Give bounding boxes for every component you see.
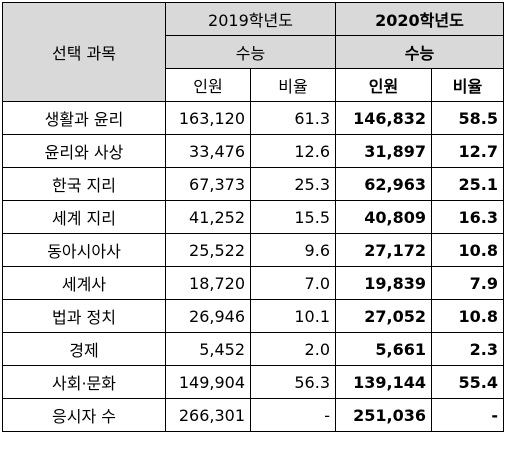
count-2020-cell: 62,963 — [335, 167, 432, 201]
ratio-2019-cell: 15.5 — [250, 200, 336, 234]
count-2019-cell: 41,252 — [165, 200, 251, 234]
ratio-2019-cell: 12.6 — [250, 134, 336, 168]
ratio-2019-header: 비율 — [250, 68, 336, 102]
subject-cell: 응시자 수 — [2, 398, 166, 432]
ratio-2020-cell: 16.3 — [431, 200, 504, 234]
ratio-2019-cell: 2.0 — [250, 332, 336, 366]
ratio-2020-cell: 58.5 — [431, 101, 504, 135]
ratio-2020-cell: 2.3 — [431, 332, 504, 366]
ratio-2020-cell: 10.8 — [431, 233, 504, 267]
exam-2019-header: 수능 — [165, 35, 336, 69]
count-2020-cell: 31,897 — [335, 134, 432, 168]
ratio-2020-cell: 10.8 — [431, 299, 504, 333]
table-row: 사회·문화 149,904 56.3 139,144 55.4 — [2, 365, 504, 399]
count-2020-cell: 139,144 — [335, 365, 432, 399]
subject-cell: 동아시아사 — [2, 233, 166, 267]
ratio-2019-cell: 61.3 — [250, 101, 336, 135]
exam-subject-table: 선택 과목 2019학년도 2020학년도 수능 수능 인원 비율 인원 비율 … — [2, 2, 504, 432]
count-2019-cell: 5,452 — [165, 332, 251, 366]
subject-cell: 법과 정치 — [2, 299, 166, 333]
count-2019-cell: 149,904 — [165, 365, 251, 399]
subject-cell: 한국 지리 — [2, 167, 166, 201]
ratio-2020-header: 비율 — [431, 68, 504, 102]
header-row-metric: 인원 비율 인원 비율 — [3, 68, 504, 102]
table-row: 한국 지리 67,373 25.3 62,963 25.1 — [2, 167, 504, 201]
count-2020-cell: 5,661 — [335, 332, 432, 366]
table-row: 동아시아사 25,522 9.6 27,172 10.8 — [2, 233, 504, 267]
subject-header: 선택 과목 — [2, 2, 166, 102]
table-row: 경제 5,452 2.0 5,661 2.3 — [2, 332, 504, 366]
ratio-2020-cell: - — [431, 398, 504, 432]
count-2019-cell: 266,301 — [165, 398, 251, 432]
subject-cell: 윤리와 사상 — [2, 134, 166, 168]
count-2019-header: 인원 — [165, 68, 251, 102]
subject-cell: 생활과 윤리 — [2, 101, 166, 135]
ratio-2019-cell: 7.0 — [250, 266, 336, 300]
ratio-2019-cell: 9.6 — [250, 233, 336, 267]
count-2019-cell: 163,120 — [165, 101, 251, 135]
count-2019-cell: 18,720 — [165, 266, 251, 300]
count-2019-cell: 67,373 — [165, 167, 251, 201]
ratio-2019-cell: 10.1 — [250, 299, 336, 333]
count-2020-header: 인원 — [335, 68, 432, 102]
year-2019-header: 2019학년도 — [165, 2, 336, 36]
table-body: 생활과 윤리 163,120 61.3 146,832 58.5 윤리와 사상 33,476… — [2, 101, 504, 432]
table-row: 법과 정치 26,946 10.1 27,052 10.8 — [2, 299, 504, 333]
table-row: 세계사 18,720 7.0 19,839 7.9 — [2, 266, 504, 300]
ratio-2019-cell: - — [250, 398, 336, 432]
ratio-2020-cell: 55.4 — [431, 365, 504, 399]
header-row-year: 선택 과목 2019학년도 2020학년도 — [2, 2, 504, 102]
header-row-exam: 수능 수능 — [3, 35, 504, 69]
table-row: 응시자 수 266,301-251,036- — [2, 398, 504, 432]
count-2020-cell: 19,839 — [335, 266, 432, 300]
ratio-2019-cell: 56.3 — [250, 365, 336, 399]
table-row: 세계 지리 41,252 15.5 40,809 16.3 — [2, 200, 504, 234]
exam-2020-header: 수능 — [335, 35, 504, 69]
subject-cell: 경제 — [2, 332, 166, 366]
ratio-2020-cell: 7.9 — [431, 266, 504, 300]
subject-cell: 세계사 — [2, 266, 166, 300]
count-2019-cell: 25,522 — [165, 233, 251, 267]
count-2020-cell: 251,036 — [335, 398, 432, 432]
table-row: 윤리와 사상 33,476 12.6 31,897 12.7 — [2, 134, 504, 168]
count-2020-cell: 146,832 — [335, 101, 432, 135]
subject-cell: 세계 지리 — [2, 200, 166, 234]
count-2020-cell: 27,052 — [335, 299, 432, 333]
count-2019-cell: 26,946 — [165, 299, 251, 333]
count-2020-cell: 27,172 — [335, 233, 432, 267]
subject-cell: 사회·문화 — [2, 365, 166, 399]
count-2020-cell: 40,809 — [335, 200, 432, 234]
ratio-2020-cell: 25.1 — [431, 167, 504, 201]
year-2020-header: 2020학년도 — [335, 2, 504, 36]
table-row: 생활과 윤리 163,120 61.3 146,832 58.5 — [2, 101, 504, 135]
ratio-2020-cell: 12.7 — [431, 134, 504, 168]
count-2019-cell: 33,476 — [165, 134, 251, 168]
ratio-2019-cell: 25.3 — [250, 167, 336, 201]
